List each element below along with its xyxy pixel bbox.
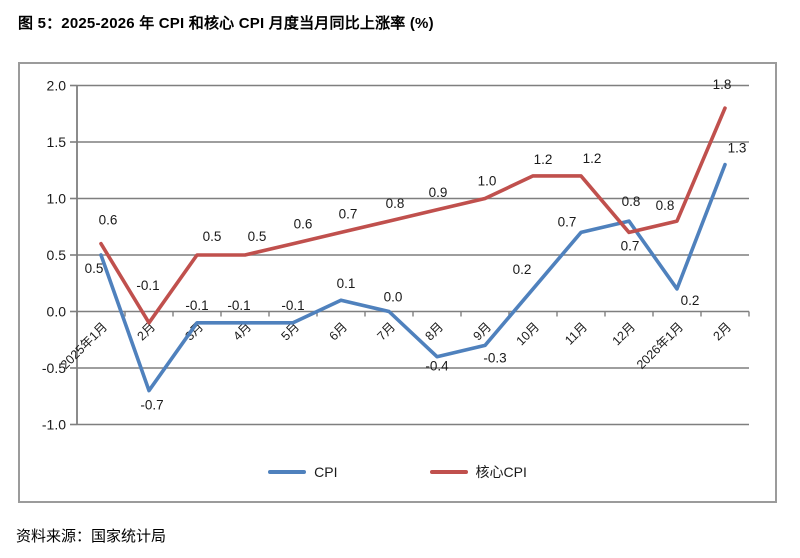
y-axis-tick-label: 0.5 xyxy=(47,247,67,263)
x-axis-tick-label: 6月 xyxy=(326,320,350,344)
x-axis-tick-label: 10月 xyxy=(514,320,543,349)
x-axis-tick-label: 12月 xyxy=(610,320,639,349)
data-label-cpi: -0.1 xyxy=(185,298,208,313)
legend-label-cpi: CPI xyxy=(314,464,338,480)
cpi-line-swatch xyxy=(268,470,307,474)
data-label-cpi: 0.2 xyxy=(681,293,700,308)
legend-item-core-cpi: 核心CPI xyxy=(429,462,527,482)
y-axis-tick-label: -1.0 xyxy=(42,417,66,433)
x-axis-tick-label: 2025年1月 xyxy=(58,320,110,372)
data-label-cpi: 0.2 xyxy=(513,262,532,277)
data-label-core-cpi: 0.6 xyxy=(99,213,118,228)
x-axis-tick-label: 2月 xyxy=(710,320,734,344)
data-label-cpi: -0.3 xyxy=(483,350,506,365)
y-axis-tick-label: 0.0 xyxy=(47,304,67,320)
data-label-core-cpi: 0.9 xyxy=(429,185,448,200)
data-label-cpi: 0.7 xyxy=(558,214,577,229)
data-label-core-cpi: 1.2 xyxy=(534,152,553,167)
data-label-core-cpi: 1.8 xyxy=(713,77,732,92)
chart-legend: CPI 核心CPI xyxy=(20,460,775,484)
y-axis-tick-label: 1.0 xyxy=(47,191,67,207)
data-label-core-cpi: 0.7 xyxy=(621,238,640,253)
figure-title: 图 5：2025-2026 年 CPI 和核心 CPI 月度当月同比上涨率 (%… xyxy=(18,15,434,32)
x-axis-tick-label: 2026年1月 xyxy=(634,320,686,372)
core-cpi-line-swatch xyxy=(429,470,468,474)
data-label-core-cpi: 0.8 xyxy=(656,198,675,213)
y-axis-tick-label: -0.5 xyxy=(42,360,66,376)
x-axis-tick-label: 7月 xyxy=(374,320,398,344)
data-label-cpi: 0.0 xyxy=(384,290,403,305)
data-label-core-cpi: 0.8 xyxy=(386,196,405,211)
data-label-core-cpi: 0.5 xyxy=(248,229,267,244)
data-label-core-cpi: -0.1 xyxy=(136,278,159,293)
data-label-cpi: 0.5 xyxy=(85,261,104,276)
x-axis-tick-label: 11月 xyxy=(562,320,590,348)
data-label-cpi: -0.7 xyxy=(140,398,163,413)
data-label-cpi: -0.1 xyxy=(227,298,250,313)
data-source-note: 资料来源：国家统计局 xyxy=(16,528,167,545)
x-axis-tick-label: 2月 xyxy=(134,320,158,344)
data-label-core-cpi: 1.2 xyxy=(583,151,602,166)
data-label-cpi: -0.1 xyxy=(281,298,304,313)
legend-label-core-cpi: 核心CPI xyxy=(475,464,527,480)
series-line-core-cpi xyxy=(99,106,727,325)
y-axis-tick-label: 1.5 xyxy=(47,134,67,150)
data-label-core-cpi: 1.0 xyxy=(478,174,497,189)
data-label-cpi: 1.3 xyxy=(728,141,747,156)
data-label-core-cpi: 0.7 xyxy=(339,206,358,221)
data-label-core-cpi: 0.6 xyxy=(294,217,313,232)
legend-item-cpi: CPI xyxy=(268,464,338,480)
x-axis-tick-label: 8月 xyxy=(422,320,446,344)
y-axis-tick-label: 2.0 xyxy=(47,78,67,94)
data-label-core-cpi: 0.5 xyxy=(203,229,222,244)
chart-frame: 2.0 1.5 1.0 0.5 0.0 -0.5 -1.0 2025年1月 2月 3月 4月 5月 6月… xyxy=(18,62,777,503)
data-label-cpi: 0.1 xyxy=(337,276,356,291)
data-label-cpi: 0.8 xyxy=(622,194,641,209)
data-label-cpi: -0.4 xyxy=(425,359,449,374)
